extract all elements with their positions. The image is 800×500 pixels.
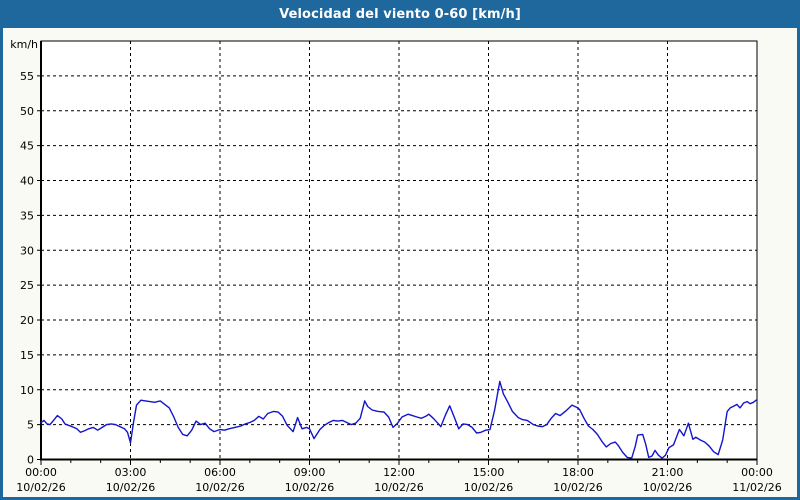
y-tick-label: 25 (20, 279, 34, 292)
x-tick-date-label: 10/02/26 (374, 481, 423, 494)
x-tick-time-label: 18:00 (562, 466, 594, 479)
y-tick-label: 55 (20, 70, 34, 83)
y-tick-label: 15 (20, 349, 34, 362)
x-tick-time-label: 12:00 (383, 466, 415, 479)
window-border-left (0, 28, 3, 500)
y-tick-label: 45 (20, 140, 34, 153)
x-tick-time-label: 21:00 (652, 466, 684, 479)
x-tick-date-label: 10/02/26 (16, 481, 65, 494)
titlebar: Velocidad del viento 0-60 [km/h] (0, 0, 800, 28)
y-tick-label: 10 (20, 384, 34, 397)
x-tick-date-label: 10/02/26 (285, 481, 334, 494)
x-tick-time-label: 00:00 (25, 466, 57, 479)
x-tick-time-label: 00:00 (741, 466, 773, 479)
x-tick-date-label: 10/02/26 (106, 481, 155, 494)
window-border-right (797, 28, 800, 500)
x-tick-date-label: 10/02/26 (553, 481, 602, 494)
x-tick-time-label: 15:00 (473, 466, 505, 479)
y-axis-unit-label: km/h (10, 38, 38, 51)
chart-title: Velocidad del viento 0-60 [km/h] (279, 6, 521, 22)
y-tick-label: 50 (20, 105, 34, 118)
x-tick-time-label: 03:00 (115, 466, 147, 479)
y-tick-label: 20 (20, 314, 34, 327)
x-tick-date-label: 11/02/26 (732, 481, 781, 494)
x-tick-time-label: 06:00 (204, 466, 236, 479)
x-tick-date-label: 10/02/26 (643, 481, 692, 494)
y-tick-label: 30 (20, 244, 34, 257)
x-tick-date-label: 10/02/26 (464, 481, 513, 494)
wind-speed-series-line (40, 380, 758, 459)
y-tick-label: 0 (27, 454, 34, 467)
x-tick-date-label: 10/02/26 (195, 481, 244, 494)
y-tick-label: 35 (20, 209, 34, 222)
y-tick-label: 5 (27, 419, 34, 432)
y-tick-label: 40 (20, 175, 34, 188)
x-tick-time-label: 09:00 (294, 466, 326, 479)
window-border-bottom (0, 497, 800, 500)
